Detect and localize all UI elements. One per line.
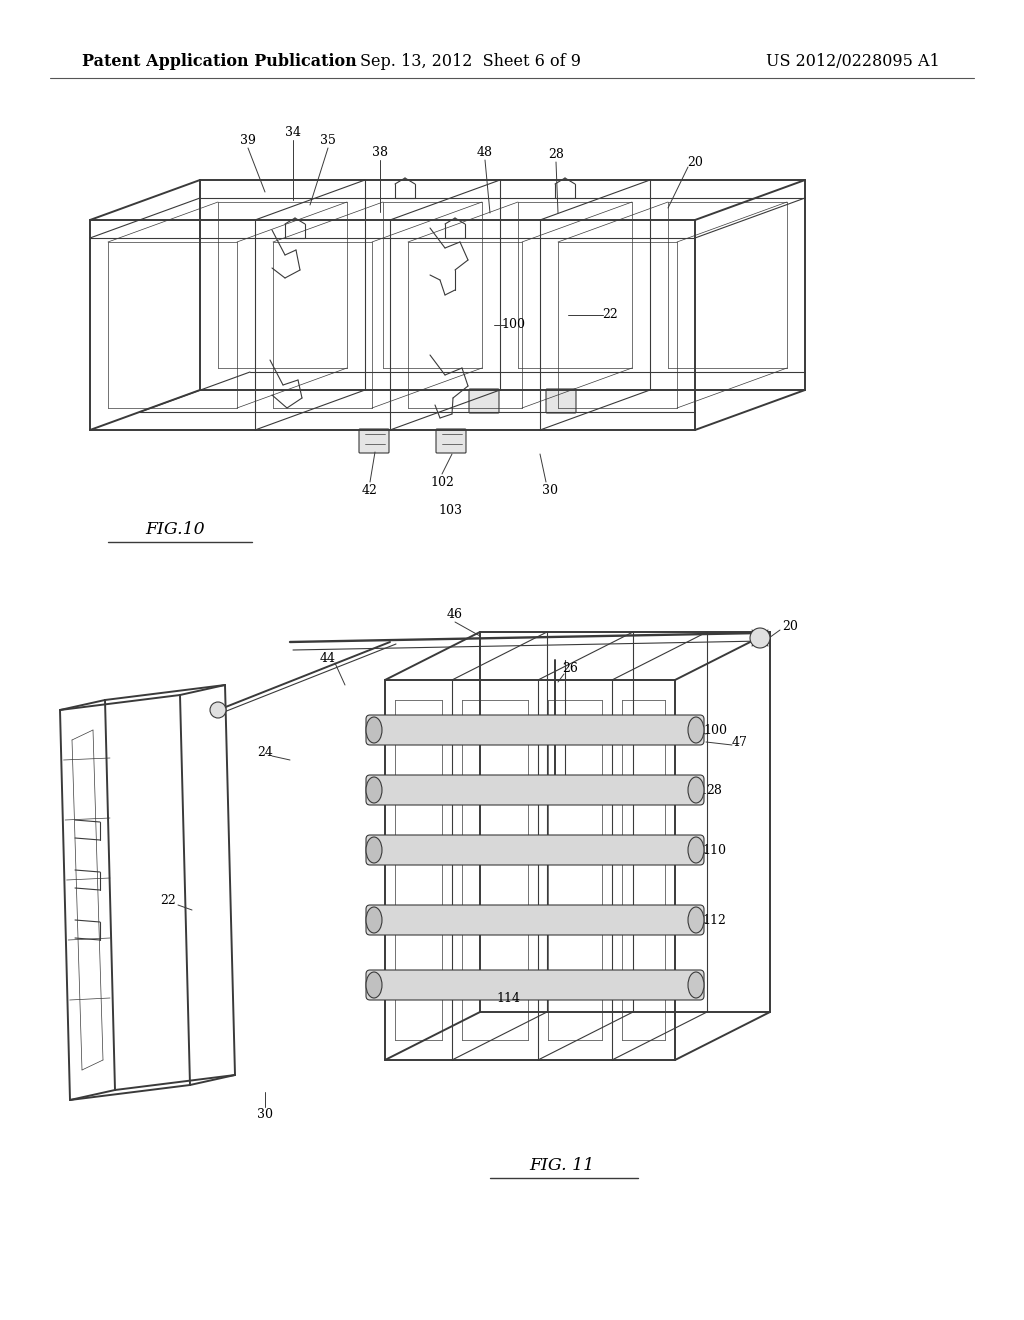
Ellipse shape bbox=[366, 907, 382, 933]
Text: 30: 30 bbox=[542, 483, 558, 496]
Ellipse shape bbox=[366, 717, 382, 743]
Text: 103: 103 bbox=[438, 503, 462, 516]
Circle shape bbox=[750, 628, 770, 648]
FancyBboxPatch shape bbox=[366, 836, 705, 865]
Text: 20: 20 bbox=[782, 619, 798, 632]
Text: 34: 34 bbox=[285, 125, 301, 139]
Ellipse shape bbox=[688, 907, 705, 933]
Text: 112: 112 bbox=[702, 913, 726, 927]
Ellipse shape bbox=[688, 777, 705, 803]
Text: Sep. 13, 2012  Sheet 6 of 9: Sep. 13, 2012 Sheet 6 of 9 bbox=[359, 54, 581, 70]
FancyBboxPatch shape bbox=[366, 970, 705, 1001]
Text: 100: 100 bbox=[703, 723, 727, 737]
Text: 26: 26 bbox=[562, 661, 578, 675]
Ellipse shape bbox=[688, 717, 705, 743]
FancyBboxPatch shape bbox=[436, 429, 466, 453]
Text: 30: 30 bbox=[257, 1109, 273, 1122]
Text: 102: 102 bbox=[430, 475, 454, 488]
Text: 28: 28 bbox=[548, 149, 564, 161]
Ellipse shape bbox=[688, 972, 705, 998]
Text: 20: 20 bbox=[687, 156, 702, 169]
FancyBboxPatch shape bbox=[366, 775, 705, 805]
Text: 114: 114 bbox=[496, 991, 520, 1005]
Text: 22: 22 bbox=[602, 309, 617, 322]
Text: 24: 24 bbox=[257, 746, 273, 759]
Text: Patent Application Publication: Patent Application Publication bbox=[82, 54, 356, 70]
FancyBboxPatch shape bbox=[546, 389, 575, 413]
Text: 35: 35 bbox=[321, 133, 336, 147]
Text: 100: 100 bbox=[501, 318, 525, 331]
Ellipse shape bbox=[366, 972, 382, 998]
Text: FIG. 11: FIG. 11 bbox=[529, 1156, 595, 1173]
Text: 44: 44 bbox=[319, 652, 336, 664]
FancyBboxPatch shape bbox=[359, 429, 389, 453]
Text: 28: 28 bbox=[707, 784, 722, 796]
FancyBboxPatch shape bbox=[469, 389, 499, 413]
Ellipse shape bbox=[366, 837, 382, 863]
Text: FIG.10: FIG.10 bbox=[145, 521, 205, 539]
Ellipse shape bbox=[688, 837, 705, 863]
Text: 38: 38 bbox=[372, 145, 388, 158]
Text: 47: 47 bbox=[732, 735, 748, 748]
Text: US 2012/0228095 A1: US 2012/0228095 A1 bbox=[766, 54, 940, 70]
Text: 110: 110 bbox=[702, 843, 726, 857]
Text: 46: 46 bbox=[447, 607, 463, 620]
Text: 48: 48 bbox=[477, 145, 493, 158]
Text: 22: 22 bbox=[160, 894, 176, 907]
Text: 39: 39 bbox=[240, 133, 256, 147]
FancyBboxPatch shape bbox=[366, 715, 705, 744]
Ellipse shape bbox=[366, 777, 382, 803]
Circle shape bbox=[210, 702, 226, 718]
FancyBboxPatch shape bbox=[366, 906, 705, 935]
Text: 42: 42 bbox=[362, 483, 378, 496]
